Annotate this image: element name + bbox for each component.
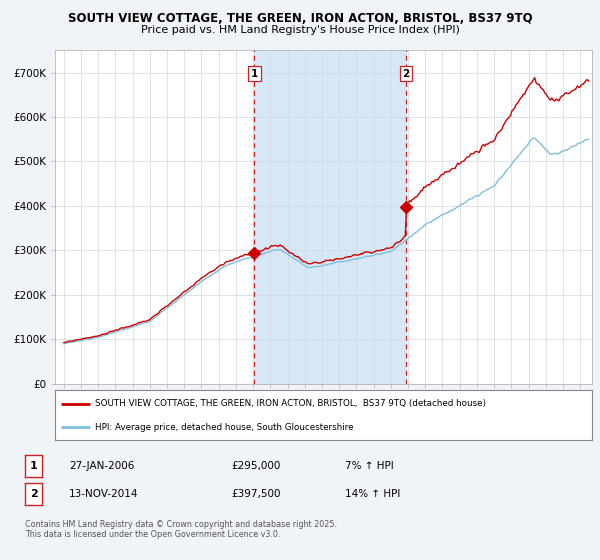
Text: HPI: Average price, detached house, South Gloucestershire: HPI: Average price, detached house, Sout… <box>95 423 354 432</box>
Text: £397,500: £397,500 <box>231 489 281 499</box>
Text: SOUTH VIEW COTTAGE, THE GREEN, IRON ACTON, BRISTOL,  BS37 9TQ (detached house): SOUTH VIEW COTTAGE, THE GREEN, IRON ACTO… <box>95 399 487 408</box>
Text: 2: 2 <box>402 69 409 79</box>
Text: 2: 2 <box>30 489 37 499</box>
Text: Contains HM Land Registry data © Crown copyright and database right 2025.
This d: Contains HM Land Registry data © Crown c… <box>25 520 337 539</box>
Text: 1: 1 <box>251 69 258 79</box>
Text: £295,000: £295,000 <box>231 461 280 471</box>
Text: Price paid vs. HM Land Registry's House Price Index (HPI): Price paid vs. HM Land Registry's House … <box>140 25 460 35</box>
Text: 14% ↑ HPI: 14% ↑ HPI <box>345 489 400 499</box>
Text: 13-NOV-2014: 13-NOV-2014 <box>69 489 139 499</box>
Text: 7% ↑ HPI: 7% ↑ HPI <box>345 461 394 471</box>
Text: 27-JAN-2006: 27-JAN-2006 <box>69 461 134 471</box>
Text: SOUTH VIEW COTTAGE, THE GREEN, IRON ACTON, BRISTOL, BS37 9TQ: SOUTH VIEW COTTAGE, THE GREEN, IRON ACTO… <box>68 12 532 25</box>
Text: 1: 1 <box>30 461 37 471</box>
